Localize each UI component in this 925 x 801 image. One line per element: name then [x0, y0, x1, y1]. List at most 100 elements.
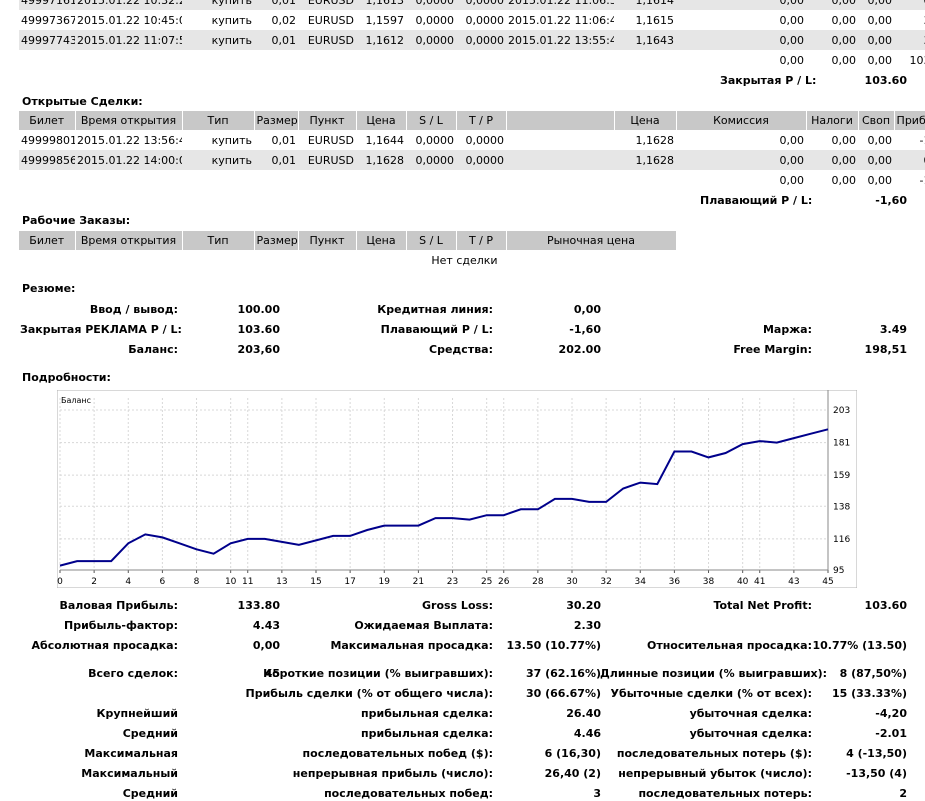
empty-cell: [254, 50, 298, 70]
stat-value: 30 (66.67%): [525, 687, 601, 700]
orders-table: Билет Время открытия Тип Размер Пункт Цена S /…: [19, 231, 910, 270]
empty-cell: [356, 170, 406, 190]
open-trade-row: 49999856 2015.01.22 14:00:02 купить 0,01 EUR…: [19, 150, 925, 170]
y-tick-label: 138: [833, 502, 850, 512]
current-price-cell: 1,1628: [635, 133, 675, 147]
ticket-cell: 49999801: [21, 133, 75, 147]
column-header: T / P: [455, 111, 506, 130]
commission-total: 0,00: [779, 173, 805, 187]
closed-total-row: 0,00 0,00 0,00 103.60: [19, 50, 925, 70]
stat-value: 103.60: [864, 599, 907, 612]
floating-pl-value: -1,60: [875, 194, 907, 207]
empty-cell: [506, 150, 614, 170]
empty-cell: [75, 170, 182, 190]
column-header: Размер: [253, 111, 298, 130]
commission-cell: 0,00: [779, 13, 805, 27]
stat-value: 13.50 (10.77%): [506, 639, 602, 652]
open-time-cell: 2015.01.22 11:07:50: [75, 30, 182, 50]
current-price-cell: 1,1628: [614, 150, 676, 170]
open-trades-table: Билет Время открытия Тип Размер Пункт Цена S /…: [19, 111, 925, 190]
type-cell: купить: [182, 150, 254, 170]
stat-label: Крупнейший: [96, 707, 178, 720]
swap-total: 0,00: [867, 53, 893, 67]
stat-label: Валовая Прибыль:: [59, 599, 178, 612]
column-header: Прибыль: [893, 111, 925, 130]
stat-label: непрерывный убыток (число):: [618, 767, 812, 780]
stat-label: убыточная сделка:: [689, 727, 812, 740]
stat-label: Короткие позиции (% выигравших):: [263, 667, 493, 680]
commission-total: 0,00: [779, 53, 805, 67]
column-header: Пункт: [297, 111, 356, 130]
open-time-cell: 2015.01.22 14:00:02: [75, 150, 182, 170]
stat-label: прибыльная сделка:: [361, 707, 493, 720]
profit-total: 103.60: [909, 53, 925, 67]
tp-cell: 0,0000: [456, 0, 506, 10]
stat-label: Прибыль сделки (% от общего числа):: [245, 687, 494, 700]
column-header: Время открытия: [74, 111, 182, 130]
type-cell: купить: [211, 13, 252, 27]
open-trades-title: Открытые Сделки:: [22, 95, 143, 108]
stat-label: Средний: [122, 727, 178, 740]
empty-cell: [182, 170, 254, 190]
stat-value: 26.40: [566, 707, 601, 720]
y-tick-label: 95: [833, 566, 844, 576]
stat-label: Максимальный: [81, 767, 178, 780]
x-tick-label: 25: [481, 577, 492, 587]
profit-cell: 3.10: [894, 30, 925, 50]
tp-cell: 0,0000: [465, 133, 505, 147]
stat-label: последовательных потерь ($):: [616, 747, 812, 760]
column-header: Размер: [253, 231, 298, 250]
open-time-cell: 2015.01.22 10:45:06: [77, 13, 182, 27]
empty-cell: [614, 170, 676, 190]
summary-floating-label: Плавающий P / L:: [380, 323, 493, 336]
swap-cell: 0,00: [858, 30, 894, 50]
stat-label: убыточная сделка:: [689, 707, 812, 720]
type-cell: купить: [182, 0, 254, 10]
open-trade-row: 49999801 2015.01.22 13:56:47 купить 0,01 EUR…: [19, 130, 925, 150]
swap-cell: 0,00: [867, 133, 893, 147]
stat-label: Total Net Profit:: [713, 599, 813, 612]
size-cell: 0,01: [254, 150, 298, 170]
stat-label: Убыточные сделки (% от всех):: [610, 687, 812, 700]
column-header: Тип: [181, 231, 254, 250]
x-tick-label: 4: [125, 577, 131, 587]
x-tick-label: 28: [532, 577, 544, 587]
close-price-cell: 1,1643: [614, 30, 676, 50]
column-header: Своп: [857, 111, 894, 130]
item-cell: EURUSD: [307, 13, 354, 27]
stat-value: 37 (62.16%): [525, 667, 601, 680]
stat-label: Средний: [122, 787, 178, 800]
price-cell: 1,1612: [356, 30, 406, 50]
empty-cell: [19, 170, 75, 190]
sl-cell: 0,0000: [406, 150, 456, 170]
x-tick-label: 2: [91, 577, 97, 587]
item-cell: EURUSD: [298, 0, 356, 10]
x-tick-label: 36: [669, 577, 681, 587]
closed-trade-row: 49997161 2015.01.22 10:32:26 купить 0,01 EUR…: [19, 0, 925, 10]
taxes-cell: 0,00: [806, 0, 858, 10]
type-cell: купить: [211, 133, 252, 147]
item-cell: EURUSD: [307, 133, 354, 147]
close-price-cell: 1,1615: [635, 13, 675, 27]
margin-label: Маржа:: [762, 323, 812, 336]
x-tick-label: 23: [447, 577, 458, 587]
stat-value: 26,40 (2): [544, 767, 601, 780]
profit-cell: -1,60: [919, 133, 925, 147]
item-cell: EURUSD: [298, 30, 356, 50]
empty-cell: [406, 50, 456, 70]
item-cell: EURUSD: [298, 150, 356, 170]
stat-label: Всего сделок:: [88, 667, 178, 680]
summary-floating-value: -1,60: [569, 323, 601, 336]
tp-cell: 0,0000: [456, 30, 506, 50]
profit-cell: 0,00: [894, 150, 925, 170]
empty-cell: [406, 170, 456, 190]
sl-cell: 0,0000: [415, 133, 455, 147]
balance-chart: Баланс 203 181 159 138 116 95 0 2 4 6 8 10 11 13 15 17…: [57, 390, 857, 588]
free-margin-value: 198,51: [864, 343, 907, 356]
empty-cell: [506, 170, 614, 190]
column-header: Тип: [181, 111, 254, 130]
empty-cell: [456, 170, 506, 190]
orders-title: Рабочие Заказы:: [22, 214, 131, 227]
column-header: Билет: [19, 111, 75, 130]
price-cell: 1,1597: [365, 13, 405, 27]
